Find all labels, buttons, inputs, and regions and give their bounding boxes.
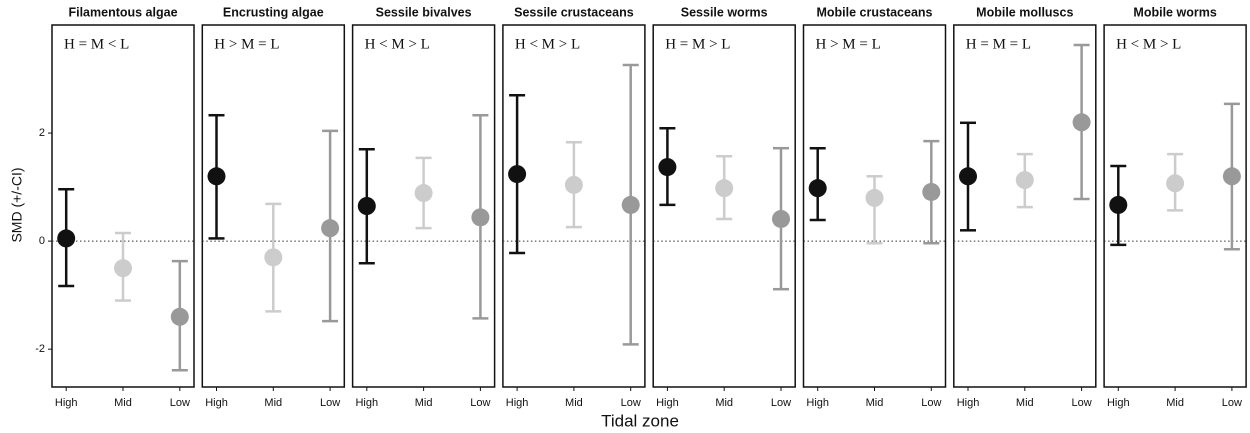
panel-frame <box>52 25 194 387</box>
panel-title: Mobile molluscs <box>976 5 1073 19</box>
annotation: H = M < L <box>64 36 129 52</box>
annotation: H = M = L <box>966 36 1031 52</box>
point <box>1073 113 1091 131</box>
panel-title: Sessile crustaceans <box>514 5 634 19</box>
chart: Tidal zone SMD (+/-CI) Filamentous algae… <box>0 0 1250 433</box>
point <box>772 210 790 228</box>
x-axis-label: Tidal zone <box>601 411 679 430</box>
x-tick-label: Low <box>320 397 340 409</box>
point <box>358 197 376 215</box>
x-tick-label: Low <box>170 397 190 409</box>
point <box>715 179 733 197</box>
point <box>1109 196 1127 214</box>
x-tick-label: Low <box>470 397 490 409</box>
x-tick-label: Mid <box>415 397 433 409</box>
point <box>321 219 339 237</box>
panel-title: Encrusting algae <box>223 5 324 19</box>
annotation: H > M = L <box>214 36 279 52</box>
y-tick-label: 0 <box>39 235 45 247</box>
x-tick-label: High <box>55 397 78 409</box>
point <box>1166 174 1184 192</box>
point <box>415 184 433 202</box>
point <box>922 183 940 201</box>
point <box>57 229 75 247</box>
y-axis-label: SMD (+/-CI) <box>9 167 25 242</box>
y-tick-label: 2 <box>39 127 45 139</box>
x-tick-label: Low <box>921 397 941 409</box>
point <box>866 189 884 207</box>
point <box>622 196 640 214</box>
point <box>959 167 977 185</box>
x-tick-label: High <box>506 397 529 409</box>
point <box>809 179 827 197</box>
x-tick-label: Mid <box>114 397 132 409</box>
x-tick-label: Low <box>1222 397 1242 409</box>
x-tick-label: Low <box>771 397 791 409</box>
annotation: H < M > L <box>1116 36 1181 52</box>
x-tick-label: Mid <box>264 397 282 409</box>
point <box>658 158 676 176</box>
x-tick-label: High <box>1107 397 1130 409</box>
point <box>208 167 226 185</box>
panel-title: Mobile crustaceans <box>816 5 932 19</box>
x-tick-label: Low <box>1072 397 1092 409</box>
point <box>471 208 489 226</box>
annotation: H = M > L <box>665 36 730 52</box>
panel-title: Filamentous algae <box>68 5 177 19</box>
x-tick-label: Mid <box>866 397 884 409</box>
point <box>114 259 132 277</box>
point <box>264 248 282 266</box>
x-tick-label: High <box>957 397 980 409</box>
point <box>171 308 189 326</box>
y-tick-label: -2 <box>35 343 45 355</box>
x-tick-label: Mid <box>565 397 583 409</box>
x-tick-label: Mid <box>1166 397 1184 409</box>
annotation: H < M > L <box>515 36 580 52</box>
x-tick-label: High <box>355 397 378 409</box>
panel-title: Sessile bivalves <box>376 5 472 19</box>
x-tick-label: Mid <box>715 397 733 409</box>
x-tick-label: Mid <box>1016 397 1034 409</box>
annotation: H < M > L <box>365 36 430 52</box>
x-tick-label: Low <box>621 397 641 409</box>
point <box>565 176 583 194</box>
point <box>508 165 526 183</box>
point <box>1016 171 1034 189</box>
point <box>1223 167 1241 185</box>
x-tick-label: High <box>656 397 679 409</box>
panel-title: Sessile worms <box>681 5 768 19</box>
x-tick-label: High <box>806 397 829 409</box>
x-tick-label: High <box>205 397 228 409</box>
panel-title: Mobile worms <box>1133 5 1216 19</box>
annotation: H > M = L <box>816 36 881 52</box>
